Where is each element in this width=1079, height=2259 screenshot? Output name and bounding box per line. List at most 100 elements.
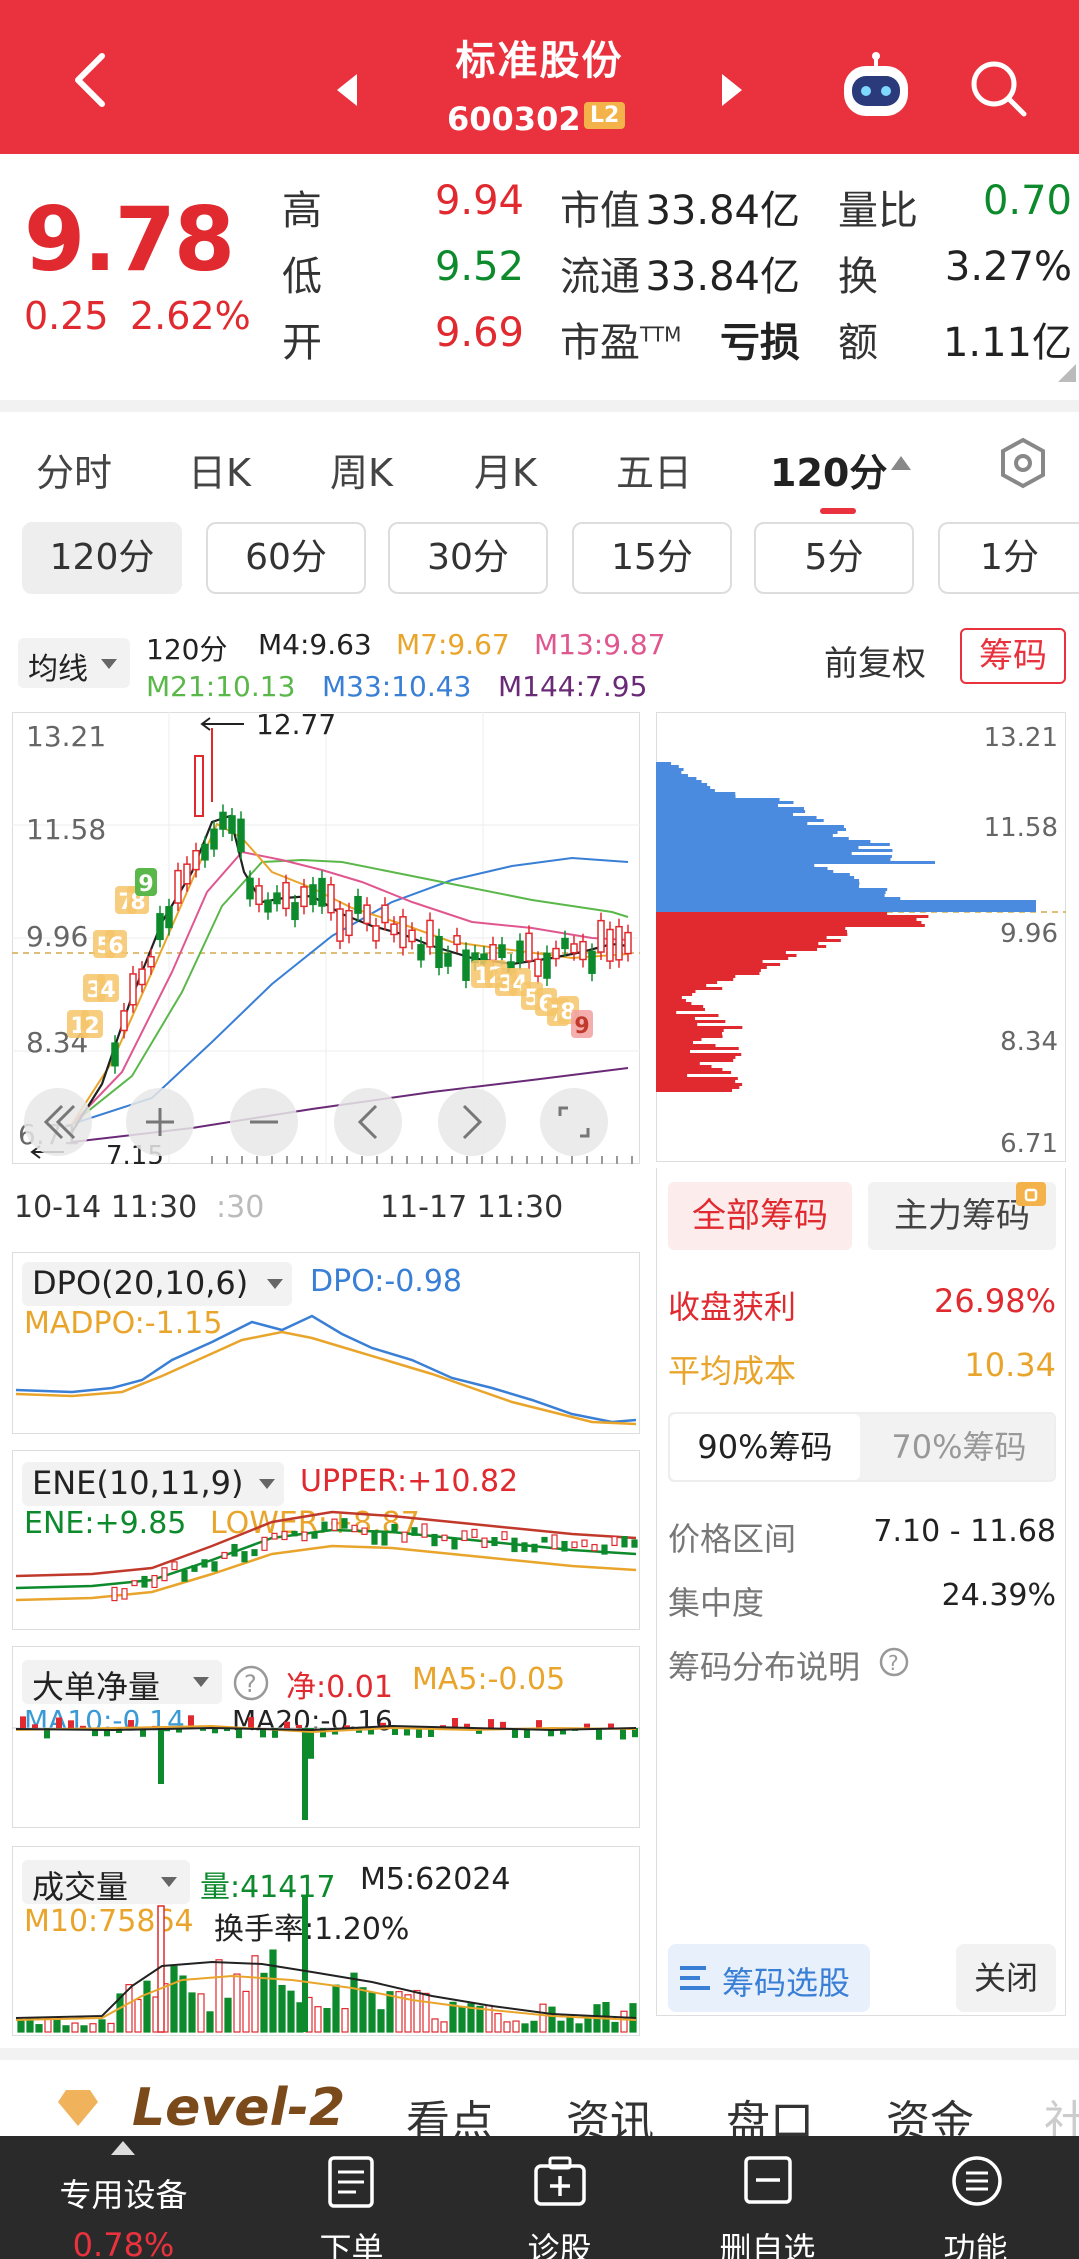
chip-bar-loss — [656, 1038, 702, 1041]
ene-mid: ENE:+9.85 — [24, 1506, 187, 1541]
period-15min[interactable]: 15分 — [572, 522, 732, 594]
caret-up-icon[interactable] — [890, 454, 912, 472]
next-stock-icon[interactable] — [720, 72, 744, 108]
period-30min[interactable]: 30分 — [388, 522, 548, 594]
open-value: 9.69 — [434, 310, 524, 356]
chip-bar-profit — [656, 771, 682, 774]
candle — [282, 874, 290, 917]
search-icon[interactable] — [968, 58, 1030, 120]
chips-explain-link[interactable]: 筹码分布说明 — [668, 1648, 861, 1686]
chip-bar-loss — [656, 1044, 716, 1047]
candle — [318, 870, 326, 914]
bignet-bar — [476, 1728, 482, 1734]
nav-remove-watchlist[interactable]: 删自选 — [660, 2136, 875, 2259]
volume-bar — [302, 1896, 308, 2032]
candle — [552, 940, 560, 967]
tab-intraday[interactable]: 分时 — [36, 451, 113, 495]
tab-120min[interactable]: 120分 — [770, 451, 888, 495]
nav-diagnose[interactable]: 诊股 — [452, 2136, 667, 2259]
volume-bar — [395, 1991, 403, 2033]
candle — [300, 878, 308, 915]
back-icon[interactable] — [70, 50, 110, 110]
robot-assistant-icon[interactable] — [838, 52, 914, 122]
fullscreen-icon[interactable] — [540, 1088, 608, 1156]
ma-m21: M21:10.13 — [146, 670, 296, 703]
chip-bar-profit — [656, 879, 860, 882]
chart-tabs: 分时 日K 周K 月K 五日 120分 — [0, 400, 1079, 514]
bignet-bar — [512, 1728, 518, 1738]
bignet-bar — [560, 1728, 566, 1735]
bignet-bar — [536, 1720, 542, 1728]
tab-90-chips[interactable]: 90%筹码 — [670, 1414, 860, 1480]
tab-70-chips[interactable]: 70%筹码 — [891, 1428, 1027, 1466]
tab-daily-k[interactable]: 日K — [188, 451, 251, 495]
chips-select-button[interactable]: 筹码选股 — [668, 1944, 870, 2012]
double-left-icon[interactable] — [24, 1088, 92, 1156]
volume-bar — [323, 2008, 331, 2033]
bignet-selector[interactable]: 大单净量 — [22, 1660, 222, 1706]
candle — [309, 876, 317, 913]
period-120min[interactable]: 120分 — [22, 522, 182, 594]
close-chips-button[interactable]: 关闭 — [956, 1944, 1056, 2012]
volume-bar — [476, 2005, 484, 2033]
concentration-label: 集中度 — [668, 1584, 765, 1622]
ma-selector[interactable]: 均线 — [18, 638, 130, 688]
chip-bar-loss — [656, 927, 846, 930]
level2-logo[interactable]: Level-2 — [132, 2078, 346, 2138]
chip-bar-loss — [656, 939, 841, 942]
zoom-in-icon[interactable] — [126, 1088, 194, 1156]
chip-bar-loss — [656, 1089, 733, 1092]
tab-weekly-k[interactable]: 周K — [330, 451, 393, 495]
help-icon[interactable]: ? — [878, 1646, 910, 1678]
nav-functions[interactable]: 功能 — [868, 2136, 1079, 2259]
period-1min[interactable]: 1分 — [938, 522, 1079, 594]
period-5min[interactable]: 5分 — [754, 522, 914, 594]
chip-bar-loss — [656, 951, 786, 954]
volume-bar — [512, 2020, 520, 2033]
bignet-bar — [632, 1728, 638, 1738]
adjust-mode[interactable]: 前复权 — [824, 644, 926, 684]
right-icon[interactable] — [438, 1088, 506, 1156]
chip-bar-loss — [656, 933, 848, 936]
bignet-bar — [320, 1728, 326, 1738]
chip-bar-profit — [656, 798, 780, 801]
list-icon — [680, 1966, 710, 1990]
candle — [399, 908, 407, 956]
volume-bar — [170, 1965, 178, 2033]
chip-bar-loss — [656, 984, 707, 987]
chip-bar-profit — [656, 762, 672, 765]
left-icon[interactable] — [334, 1088, 402, 1156]
chip-bar-profit — [656, 795, 736, 798]
chip-bar-loss — [656, 975, 736, 978]
prev-stock-icon[interactable] — [335, 72, 359, 108]
mktcap-label: 市值 — [560, 188, 640, 234]
chip-bar-loss — [656, 936, 827, 939]
period-60min[interactable]: 60分 — [206, 522, 366, 594]
nav-diagnose-label: 诊股 — [527, 2230, 592, 2259]
candle — [255, 877, 263, 913]
chip-bar-loss — [656, 1008, 705, 1011]
dpo-selector[interactable]: DPO(20,10,6) — [22, 1262, 292, 1306]
nav-order[interactable]: 下单 — [244, 2136, 459, 2259]
volume-bar — [44, 2017, 52, 2033]
chip-bar-loss — [656, 972, 760, 975]
chip-bar-loss — [656, 999, 686, 1002]
candle — [291, 894, 299, 928]
ene-selector[interactable]: ENE(10,11,9) — [22, 1462, 284, 1506]
bignet-bar — [416, 1728, 422, 1738]
tab-all-chips[interactable]: 全部筹码 — [668, 1182, 852, 1250]
settings-icon[interactable] — [996, 436, 1050, 490]
chips-toggle-button[interactable]: 筹码 — [960, 628, 1066, 684]
ene-candle — [281, 1530, 288, 1541]
volume-selector[interactable]: 成交量 — [22, 1860, 190, 1906]
chip-bar-profit — [656, 891, 886, 894]
chip-bar-profit — [656, 885, 859, 888]
expand-corner-icon[interactable] — [1058, 364, 1076, 382]
tab-five-day[interactable]: 五日 — [616, 451, 693, 495]
nav-sector[interactable]: 专用设备 0.78% — [16, 2136, 231, 2259]
mktcap-value: 33.84亿 — [645, 188, 800, 234]
tab-monthly-k[interactable]: 月K — [474, 451, 537, 495]
zoom-out-icon[interactable] — [230, 1088, 298, 1156]
help-icon[interactable]: ? — [232, 1664, 270, 1702]
